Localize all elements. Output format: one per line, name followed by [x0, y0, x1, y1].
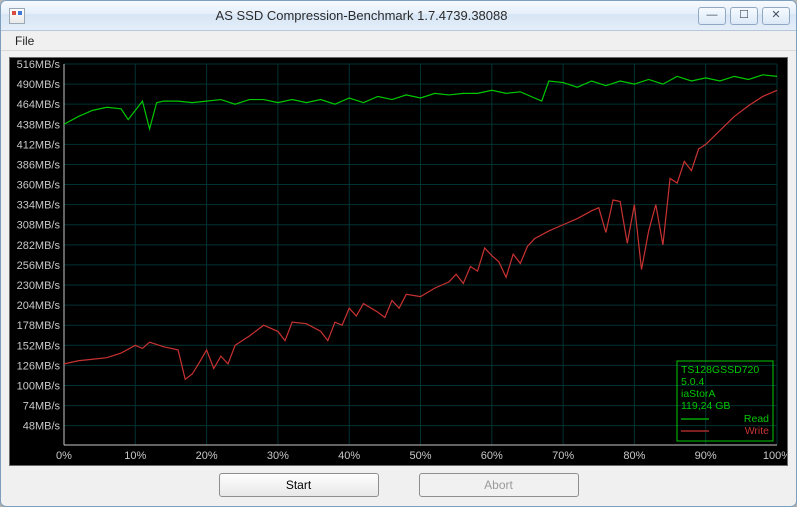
svg-text:119,24 GB: 119,24 GB — [681, 400, 730, 412]
svg-text:Write: Write — [745, 425, 769, 437]
svg-text:100%: 100% — [763, 450, 787, 462]
svg-text:438MB/s: 438MB/s — [17, 119, 61, 131]
app-icon — [9, 8, 25, 24]
svg-text:50%: 50% — [409, 450, 431, 462]
svg-text:20%: 20% — [196, 450, 218, 462]
start-button[interactable]: Start — [219, 473, 379, 497]
svg-text:412MB/s: 412MB/s — [17, 139, 61, 151]
svg-text:iaStorA: iaStorA — [681, 388, 715, 400]
minimize-button[interactable]: — — [698, 7, 726, 25]
svg-text:90%: 90% — [695, 450, 717, 462]
svg-text:40%: 40% — [338, 450, 360, 462]
svg-text:464MB/s: 464MB/s — [17, 99, 61, 111]
svg-text:334MB/s: 334MB/s — [17, 200, 61, 212]
svg-text:5.0.4: 5.0.4 — [681, 376, 705, 388]
chart-area: 516MB/s 490MB/s 464MB/s 438MB/s 412MB/s 386MB… — [9, 57, 788, 466]
abort-button[interactable]: Abort — [419, 473, 579, 497]
svg-text:30%: 30% — [267, 450, 289, 462]
maximize-button[interactable]: ☐ — [730, 7, 758, 25]
svg-text:70%: 70% — [552, 450, 574, 462]
titlebar[interactable]: AS SSD Compression-Benchmark 1.7.4739.38… — [1, 1, 796, 31]
svg-text:60%: 60% — [481, 450, 503, 462]
svg-text:Read: Read — [744, 413, 769, 425]
svg-text:204MB/s: 204MB/s — [17, 300, 61, 312]
svg-text:100MB/s: 100MB/s — [17, 380, 61, 392]
chart-canvas: 516MB/s 490MB/s 464MB/s 438MB/s 412MB/s 386MB… — [10, 58, 787, 465]
menu-file[interactable]: File — [7, 32, 42, 50]
svg-text:178MB/s: 178MB/s — [17, 320, 61, 332]
svg-text:230MB/s: 230MB/s — [17, 280, 61, 292]
app-window: AS SSD Compression-Benchmark 1.7.4739.38… — [0, 0, 797, 507]
svg-text:TS128GSSD720: TS128GSSD720 — [681, 364, 759, 376]
svg-text:308MB/s: 308MB/s — [17, 220, 61, 232]
svg-text:152MB/s: 152MB/s — [17, 340, 61, 352]
svg-text:10%: 10% — [124, 450, 146, 462]
svg-text:282MB/s: 282MB/s — [17, 240, 61, 252]
svg-text:490MB/s: 490MB/s — [17, 79, 61, 91]
window-controls: — ☐ ✕ — [698, 7, 790, 25]
menubar: File — [1, 31, 796, 51]
svg-text:256MB/s: 256MB/s — [17, 260, 61, 272]
window-title: AS SSD Compression-Benchmark 1.7.4739.38… — [33, 8, 690, 23]
svg-text:80%: 80% — [623, 450, 645, 462]
svg-text:0%: 0% — [56, 450, 72, 462]
svg-text:360MB/s: 360MB/s — [17, 180, 61, 192]
svg-text:74MB/s: 74MB/s — [23, 401, 61, 413]
close-button[interactable]: ✕ — [762, 7, 790, 25]
bottom-toolbar: Start Abort — [1, 470, 796, 506]
svg-text:516MB/s: 516MB/s — [17, 59, 61, 71]
svg-text:386MB/s: 386MB/s — [17, 159, 61, 171]
svg-text:48MB/s: 48MB/s — [23, 421, 61, 433]
svg-text:126MB/s: 126MB/s — [17, 360, 61, 372]
